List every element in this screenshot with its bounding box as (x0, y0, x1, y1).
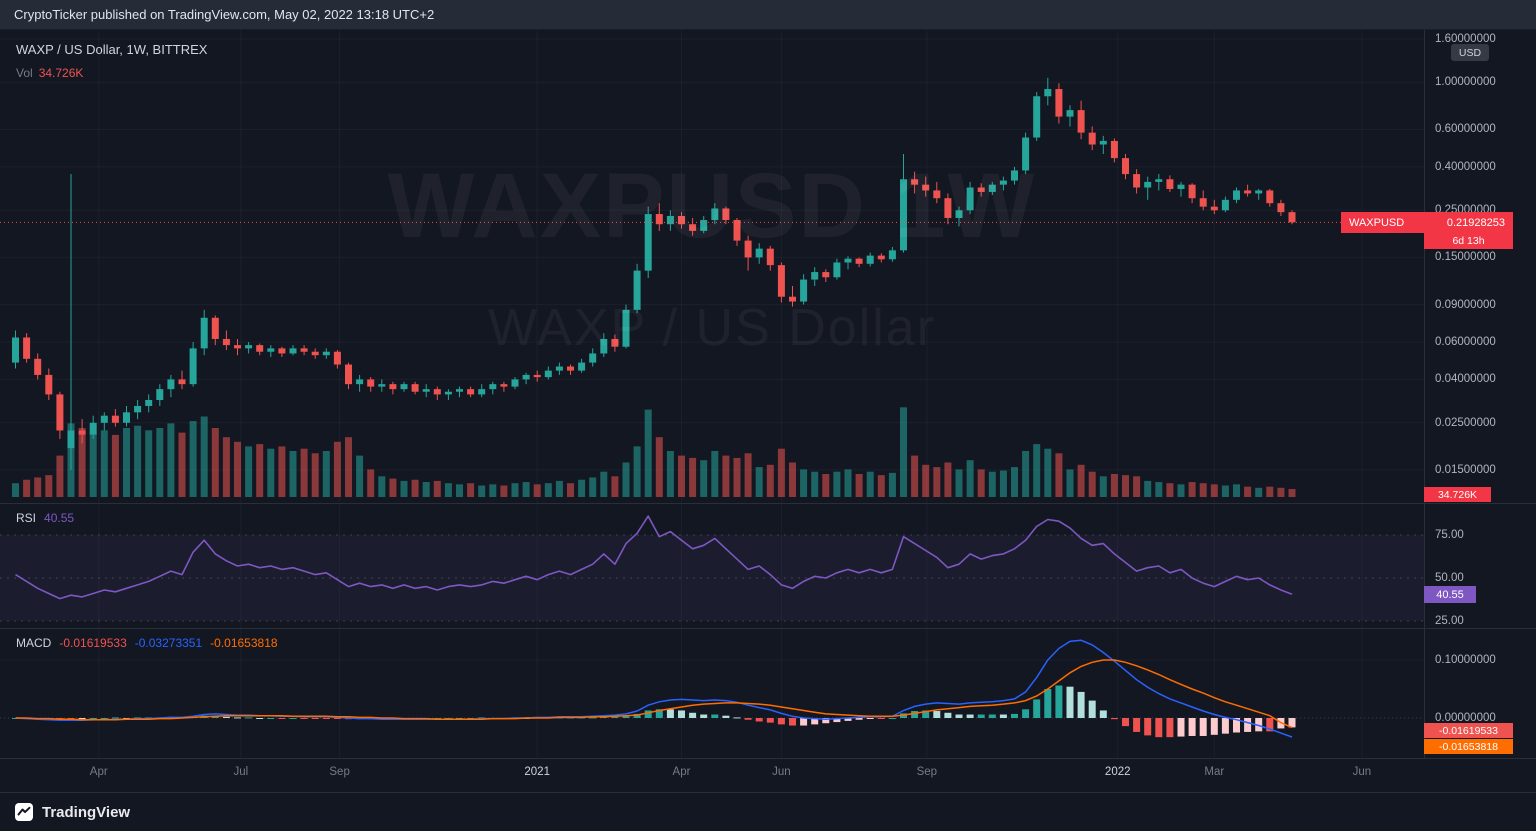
time-tick-month: Jul (233, 766, 249, 778)
symbol-legend: WAXP / US Dollar, 1W, BITTREX (16, 42, 208, 57)
macd-chart-canvas[interactable] (0, 628, 1424, 758)
pane-separator (0, 758, 1536, 759)
pane-separator[interactable] (0, 503, 1536, 504)
rsi-value: 40.55 (44, 511, 75, 525)
pane-separator[interactable] (0, 628, 1536, 629)
time-tick-year: 2022 (1104, 766, 1131, 778)
price-axis-label: 0.60000000 (1435, 123, 1496, 136)
price-axis-label: 1.00000000 (1435, 76, 1496, 89)
price-axis-label: 0.04000000 (1435, 373, 1496, 386)
price-axis-label: 0.01500000 (1435, 463, 1496, 476)
tradingview-logo-icon (15, 803, 33, 821)
bar-countdown-badge: 6d 13h (1424, 233, 1513, 249)
rsi-line (15, 515, 1293, 600)
rsi-legend: RSI 40.55 (16, 511, 74, 525)
attribution-bar: CryptoTicker published on TradingView.co… (0, 0, 1536, 30)
tradingview-brand-text: TradingView (42, 803, 131, 821)
rsi-axis-badge: 40.55 (1424, 586, 1476, 603)
macd-signal-axis-badge: -0.01653818 (1424, 739, 1513, 754)
rsi-label: RSI (16, 511, 37, 525)
macd-legend: MACD -0.01619533 -0.03273351 -0.01653818 (16, 636, 278, 650)
time-tick-month: Jun (1352, 766, 1372, 778)
currency-badge: USD (1451, 44, 1489, 61)
last-price-value: 0.21928253 (1446, 216, 1505, 229)
macd-signal-line (15, 659, 1293, 729)
volume-axis-badge: 34.726K (1424, 487, 1491, 502)
rsi-band (0, 503, 1424, 628)
volume-label: Vol (16, 66, 33, 80)
attribution-text: CryptoTicker published on TradingView.co… (14, 7, 435, 22)
macd-axis-label: 0.10000000 (1435, 654, 1496, 666)
time-tick-month: Sep (916, 766, 938, 778)
last-price-symbol: WAXPUSD (1349, 216, 1405, 229)
macd-axis-label: 0.00000000 (1435, 712, 1496, 724)
price-axis-label: 1.60000000 (1435, 32, 1496, 45)
macd-label: MACD (16, 636, 52, 650)
time-tick-month: Apr (672, 766, 691, 778)
time-axis[interactable]: Apr Jul Sep 2021 Apr Jun Sep 2022 Mar Jun (0, 758, 1424, 792)
rsi-axis-label: 50.00 (1435, 572, 1464, 584)
time-tick-month: Mar (1204, 766, 1225, 778)
rsi-chart-canvas[interactable] (0, 503, 1424, 628)
price-axis-label: 0.15000000 (1435, 251, 1496, 264)
tradingview-brand-link[interactable]: TradingView (14, 802, 130, 822)
macd-line (15, 639, 1293, 738)
price-axis-label: 0.09000000 (1435, 298, 1496, 311)
volume-value: 34.726K (38, 66, 84, 80)
volume-bars (12, 407, 1296, 497)
price-pane: WAXPUSD 1W WAXP / US Dollar WAXP / US Do… (0, 30, 1424, 503)
volume-legend: Vol 34.726K (16, 66, 83, 80)
price-axis[interactable]: USD 1.60000000 1.00000000 0.60000000 0.4000… (1424, 30, 1536, 758)
macd-pane: MACD -0.01619533 -0.03273351 -0.01653818 (0, 628, 1424, 758)
time-tick-month: Sep (329, 766, 350, 778)
price-axis-label: 0.40000000 (1435, 160, 1496, 173)
price-chart-canvas[interactable] (0, 30, 1424, 503)
last-price-badge: WAXPUSD 0.21928253 (1341, 212, 1513, 233)
macd-signal-value: -0.01653818 (210, 636, 278, 650)
macd-line-value: -0.03273351 (134, 636, 203, 650)
macd-hist-axis-badge: -0.01619533 (1424, 723, 1513, 738)
candles (12, 77, 1296, 470)
time-tick-month: Jun (772, 766, 791, 778)
rsi-pane: RSI 40.55 (0, 503, 1424, 628)
price-axis-label: 0.02500000 (1435, 416, 1496, 429)
time-tick-month: Apr (89, 766, 108, 778)
rsi-axis-label: 25.00 (1435, 615, 1464, 627)
rsi-axis-label: 75.00 (1435, 529, 1464, 541)
time-tick-year: 2021 (524, 766, 550, 778)
price-axis-label: 0.06000000 (1435, 335, 1496, 348)
footer-bar: TradingView (0, 792, 1536, 831)
macd-hist-value: -0.01619533 (59, 636, 127, 650)
